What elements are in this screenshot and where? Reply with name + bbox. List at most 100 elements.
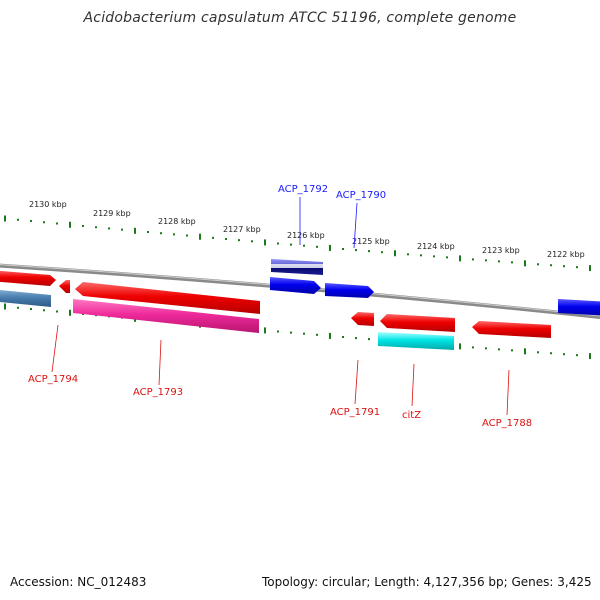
minor-tick: [82, 224, 84, 227]
bottom-gene-labels: ACP_1794 ACP_1793 ACP_1791 citZ ACP_1788: [28, 324, 532, 429]
tick-label-2125: 2125 kbp: [352, 237, 390, 246]
gene-acp1795[interactable]: [0, 270, 56, 286]
tick-labels: 2130 kbp 2129 kbp 2128 kbp 2127 kbp 2126…: [29, 200, 585, 259]
tick-label-2123: 2123 kbp: [482, 246, 520, 255]
major-tick: [134, 227, 136, 234]
minor-tick: [160, 232, 162, 235]
major-tick: [524, 260, 526, 267]
minor-tick: [43, 221, 45, 224]
minor-tick: [563, 265, 565, 268]
tick-label-2122: 2122 kbp: [547, 250, 585, 259]
leader-acp1794: [51, 324, 59, 373]
minor-tick: [368, 250, 370, 253]
gene-acp1791[interactable]: [351, 312, 374, 326]
minor-tick: [238, 239, 240, 242]
tick-label-2129: 2129 kbp: [93, 209, 131, 218]
minor-tick: [303, 332, 305, 335]
minor-tick: [576, 266, 578, 269]
minor-tick: [355, 337, 357, 340]
label-acp1793[interactable]: ACP_1793: [133, 387, 183, 398]
label-acp1794[interactable]: ACP_1794: [28, 374, 78, 385]
minor-tick: [277, 242, 279, 245]
label-citZ[interactable]: citZ: [402, 410, 421, 421]
minor-tick: [550, 264, 552, 267]
minor-tick: [186, 234, 188, 237]
minor-tick: [511, 261, 513, 264]
major-tick: [69, 309, 71, 316]
leader-citZ: [411, 363, 415, 407]
minor-tick: [511, 349, 513, 352]
gene-acp1790b[interactable]: [380, 314, 455, 332]
minor-tick: [251, 240, 253, 243]
label-acp1788[interactable]: ACP_1788: [482, 418, 532, 429]
minor-tick: [30, 220, 32, 223]
major-tick: [4, 303, 6, 310]
gene-acp1790[interactable]: [325, 283, 374, 298]
minor-tick: [485, 347, 487, 350]
gene-acp1795b[interactable]: [0, 289, 51, 307]
gene-acp1793-upper[interactable]: [75, 282, 260, 314]
major-tick: [264, 239, 266, 246]
major-tick: [69, 221, 71, 228]
minor-tick: [407, 253, 409, 256]
minor-tick: [212, 236, 214, 239]
major-tick: [4, 215, 6, 222]
minor-tick: [550, 352, 552, 355]
minor-tick: [56, 310, 58, 313]
minor-tick: [277, 330, 279, 333]
minor-tick: [381, 251, 383, 254]
minor-tick: [290, 243, 292, 246]
minor-tick: [316, 333, 318, 336]
gene-acp1792-arrow[interactable]: [270, 277, 321, 294]
gene-acp1792[interactable]: [271, 259, 323, 275]
gene-acp1794[interactable]: [59, 280, 70, 293]
minor-tick: [17, 218, 19, 221]
tick-label-2124: 2124 kbp: [417, 242, 455, 251]
label-acp1790[interactable]: ACP_1790: [336, 190, 386, 201]
minor-tick: [342, 247, 344, 250]
reverse-genes: [0, 289, 551, 350]
minor-tick: [498, 260, 500, 263]
forward-genes: [0, 259, 600, 316]
leader-acp1791: [354, 359, 359, 405]
tick-label-2130: 2130 kbp: [29, 200, 67, 209]
minor-tick: [56, 222, 58, 225]
minor-tick: [147, 231, 149, 234]
gene-acp1793[interactable]: [73, 299, 259, 333]
major-tick: [329, 332, 331, 339]
minor-tick: [472, 346, 474, 349]
label-acp1792[interactable]: ACP_1792: [278, 184, 328, 195]
minor-tick: [537, 351, 539, 354]
gene-acp1788[interactable]: [472, 321, 551, 338]
label-acp1791[interactable]: ACP_1791: [330, 407, 380, 418]
major-tick: [329, 244, 331, 251]
gene-acp1787[interactable]: [558, 299, 600, 316]
leader-acp1790: [353, 202, 358, 249]
minor-tick: [537, 263, 539, 266]
minor-tick: [30, 308, 32, 311]
minor-tick: [498, 348, 500, 351]
minor-tick: [485, 259, 487, 262]
minor-tick: [95, 226, 97, 229]
top-gene-labels: ACP_1792 ACP_1790: [278, 184, 386, 249]
tick-label-2126: 2126 kbp: [287, 231, 325, 240]
minor-tick: [316, 245, 318, 248]
major-tick: [589, 265, 591, 272]
minor-tick: [121, 228, 123, 231]
minor-tick: [108, 227, 110, 230]
minor-tick: [225, 238, 227, 241]
tick-label-2127: 2127 kbp: [223, 225, 261, 234]
minor-tick: [43, 309, 45, 312]
gene-citZ[interactable]: [378, 332, 454, 350]
minor-tick: [446, 256, 448, 259]
minor-tick: [433, 255, 435, 258]
major-tick: [524, 348, 526, 355]
outer-tick-ring: [4, 215, 591, 272]
leader-acp1788: [506, 369, 510, 416]
minor-tick: [290, 331, 292, 334]
major-tick: [589, 353, 591, 360]
minor-tick: [173, 233, 175, 236]
major-tick: [459, 255, 461, 262]
topology-label: Topology: circular; Length: 4,127,356 bp…: [262, 575, 592, 589]
minor-tick: [472, 258, 474, 261]
